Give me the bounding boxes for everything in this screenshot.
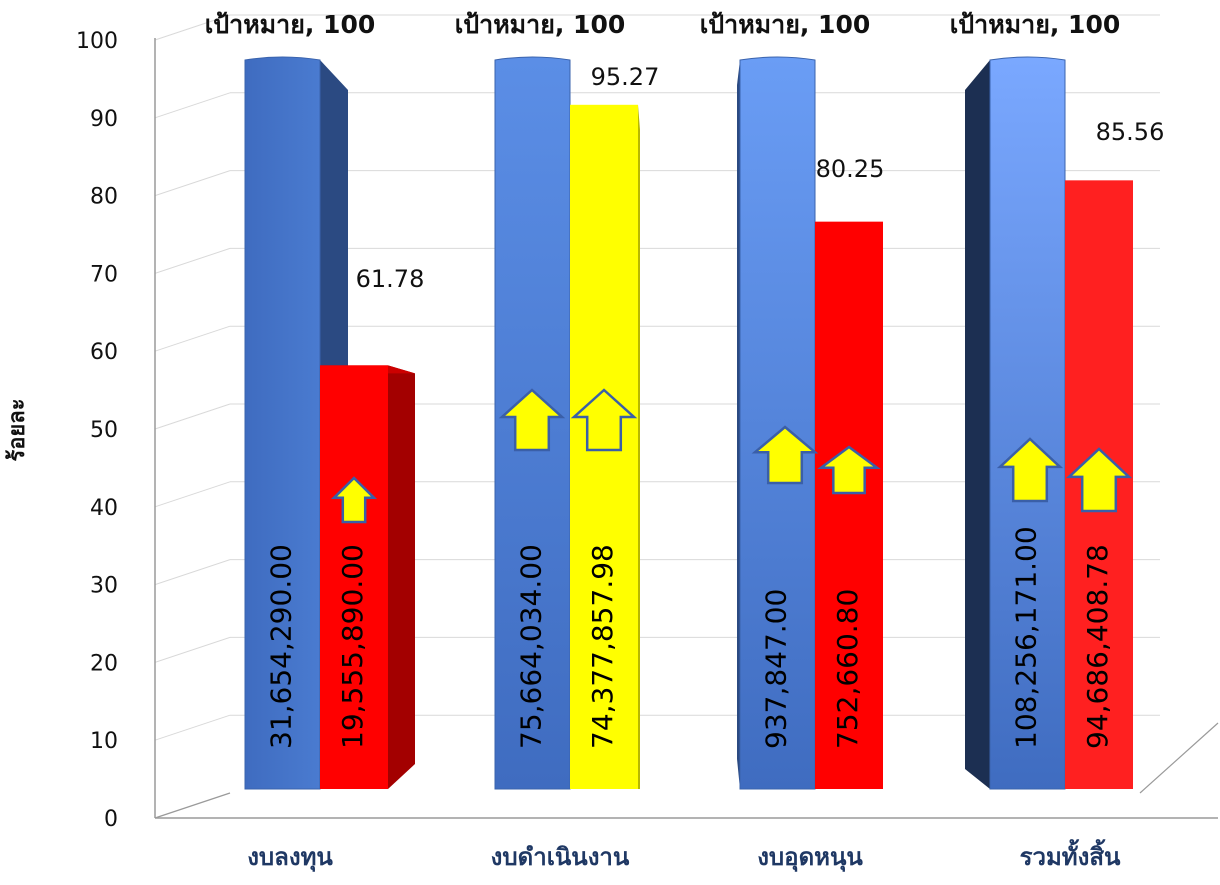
bar-actual xyxy=(320,365,388,789)
bar-group: 108,256,171.00 94,686,408.78 เป้าหมาย, 100… xyxy=(950,10,1165,790)
y-tick-label: 60 xyxy=(90,340,118,365)
actual-amount-label: 94,686,408.78 xyxy=(1081,544,1114,749)
y-tick-label: 100 xyxy=(76,29,118,54)
up-arrow-icon xyxy=(570,388,638,452)
gridline-side xyxy=(154,559,231,586)
category-label: รวมทั้งสิ้น xyxy=(1020,838,1121,871)
y-tick-label: 40 xyxy=(90,496,118,521)
bars: 31,654,290.00 19,555,890.00 เป้าหมาย, 100 6… xyxy=(205,10,1165,790)
gridline-side xyxy=(154,247,231,274)
y-tick-label: 0 xyxy=(104,807,118,832)
y-tick-labels: 0 10 20 30 40 50 60 70 80 90 100 xyxy=(76,29,118,832)
target-amount-label: 31,654,290.00 xyxy=(265,544,298,749)
gridline-side xyxy=(154,636,231,663)
up-arrow-icon xyxy=(1065,447,1133,513)
gridline-side xyxy=(154,714,231,741)
up-arrow-icon xyxy=(498,388,566,452)
actual-amount-label: 19,555,890.00 xyxy=(336,544,369,749)
up-arrow-icon xyxy=(330,476,378,524)
gridline-side xyxy=(154,403,231,430)
gridline-side xyxy=(154,481,231,508)
gridline-side xyxy=(154,14,231,41)
target-label: เป้าหมาย, 100 xyxy=(700,10,870,39)
up-arrow-icon xyxy=(817,445,881,495)
gridline-side xyxy=(154,325,231,352)
bar-actual-side xyxy=(388,365,415,789)
target-amount-label: 937,847.00 xyxy=(760,589,793,749)
actual-amount-label: 74,377,857.98 xyxy=(586,544,619,749)
target-amount-label: 108,256,171.00 xyxy=(1010,526,1043,749)
floor-edge xyxy=(154,792,231,819)
target-label: เป้าหมาย, 100 xyxy=(205,10,375,39)
up-arrow-icon xyxy=(996,437,1064,503)
target-label: เป้าหมาย, 100 xyxy=(455,10,625,39)
actual-amount-label: 752,660.80 xyxy=(831,589,864,749)
bar-target-side xyxy=(737,60,740,789)
bar-group: 75,664,034.00 74,377,857.98 เป้าหมาย, 100 9… xyxy=(455,10,660,790)
target-amount-label: 75,664,034.00 xyxy=(515,544,548,749)
bar-target-side xyxy=(965,60,990,789)
y-tick-label: 90 xyxy=(90,107,118,132)
category-label: งบดำเนินงาน xyxy=(491,843,630,871)
target-label: เป้าหมาย, 100 xyxy=(950,10,1120,39)
gridline-side xyxy=(154,92,231,119)
actual-value-label: 80.25 xyxy=(816,155,885,183)
y-tick-label: 10 xyxy=(90,729,118,754)
y-axis-label: ร้อยละ xyxy=(5,398,30,461)
actual-value-label: 95.27 xyxy=(591,63,660,91)
y-tick-label: 80 xyxy=(90,185,118,210)
actual-value-label: 85.56 xyxy=(1096,118,1165,146)
x-tick-labels: งบลงทุน งบดำเนินงาน งบอุดหนุน รวมทั้งสิ้น xyxy=(247,838,1121,873)
bar-group: 937,847.00 752,660.80 เป้าหมาย, 100 80.25 xyxy=(700,10,885,790)
bar-actual xyxy=(815,221,883,789)
category-label: งบอุดหนุน xyxy=(757,843,863,873)
category-label: งบลงทุน xyxy=(247,843,333,873)
y-tick-label: 50 xyxy=(90,418,118,443)
y-tick-label: 20 xyxy=(90,651,118,676)
bar-group: 31,654,290.00 19,555,890.00 เป้าหมาย, 100 6… xyxy=(205,10,425,790)
bar-actual-side xyxy=(638,104,640,790)
axes xyxy=(154,38,1219,819)
y-tick-label: 30 xyxy=(90,574,118,599)
gridline-side xyxy=(154,170,231,197)
y-tick-label: 70 xyxy=(90,262,118,287)
floor-edge-right xyxy=(1139,722,1219,794)
up-arrow-icon xyxy=(751,425,819,485)
actual-value-label: 61.78 xyxy=(356,265,425,293)
